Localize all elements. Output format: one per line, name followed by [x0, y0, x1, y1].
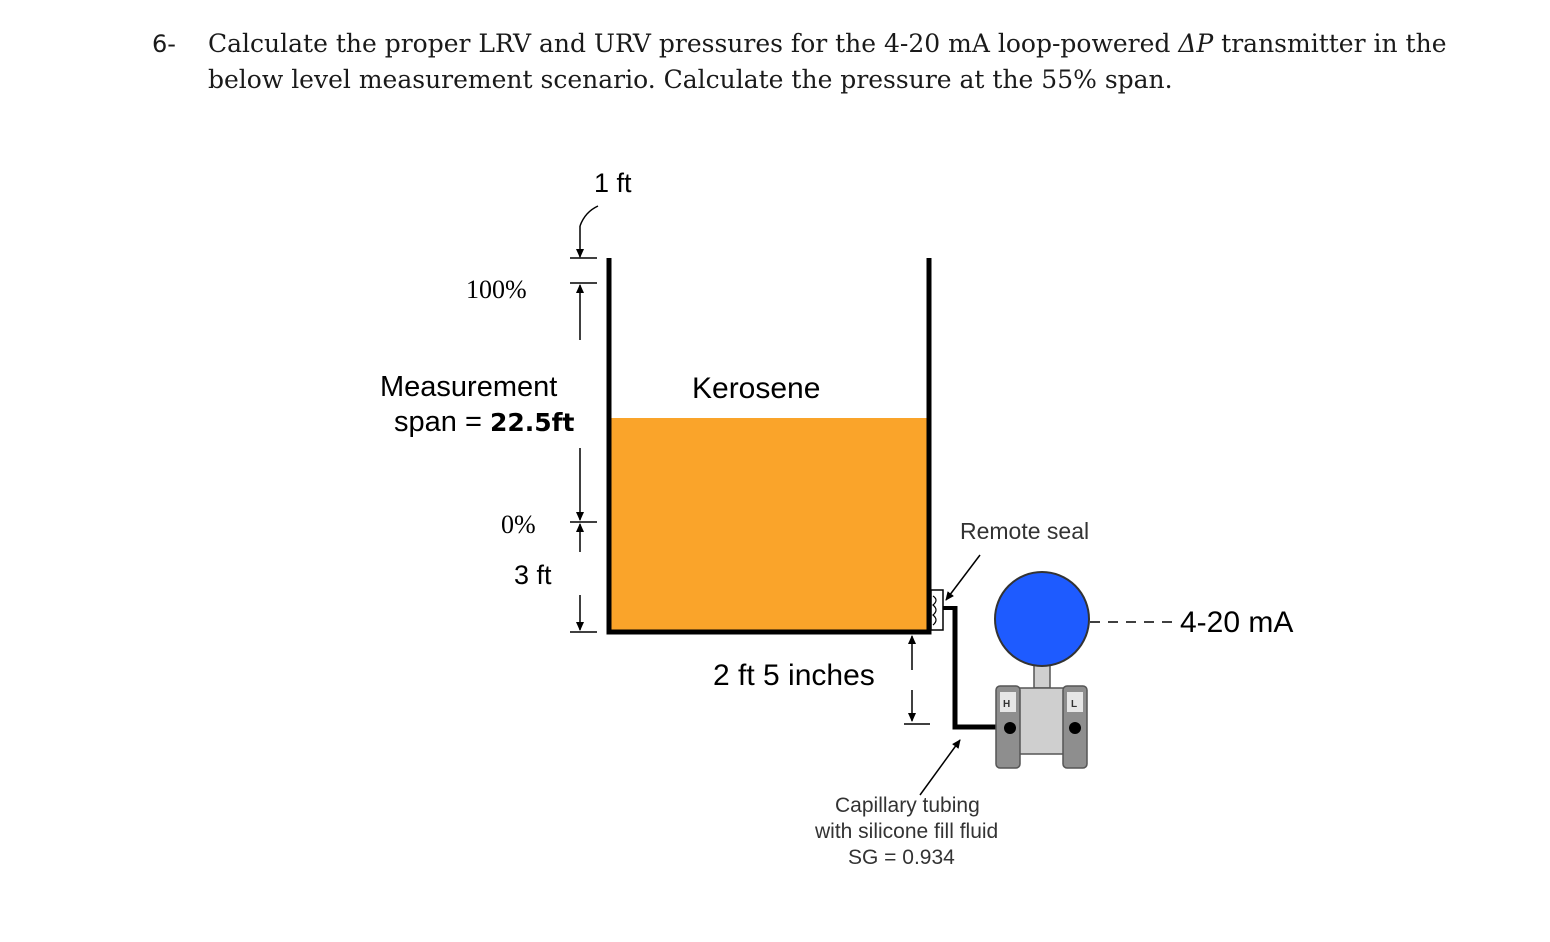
label-3ft: 3 ft	[514, 560, 552, 590]
tank-walls	[606, 258, 932, 635]
tap-dimension	[904, 635, 930, 725]
low-port-label: L	[1071, 699, 1077, 710]
question-line1-end: transmitter in the	[1213, 29, 1447, 58]
capillary-tubing	[952, 606, 1004, 730]
transmitter-head	[994, 571, 1090, 667]
low-port	[1069, 722, 1081, 734]
signal-label: 4-20 mA	[1180, 606, 1293, 639]
span-label-line1: Measurement	[380, 371, 557, 403]
capillary-label-line2: with silicone fill fluid	[814, 820, 998, 843]
transmitter-body	[1015, 687, 1067, 755]
high-port-label: H	[1003, 699, 1010, 710]
capillary-pointer	[919, 739, 961, 796]
span-label-prefix: span =	[394, 406, 490, 438]
vertical-dimension	[570, 205, 599, 633]
remote-seal-pointer	[945, 554, 981, 601]
kerosene-liquid	[611, 418, 928, 632]
question-number: 6-	[152, 30, 176, 58]
capillary-sg-label: SG = 0.934	[848, 846, 955, 869]
delta-p-symbol: ΔP	[1178, 29, 1214, 58]
kerosene-label: Kerosene	[692, 372, 820, 405]
span-label-line2: span = 22.5ft	[394, 406, 574, 438]
capillary-label-line1: Capillary tubing	[835, 794, 980, 817]
remote-seal-label: Remote seal	[960, 518, 1089, 544]
high-port	[1004, 722, 1016, 734]
dp-transmitter: H L	[994, 571, 1090, 769]
remote-seal	[930, 589, 956, 631]
question-text: Calculate the proper LRV and URV pressur…	[208, 26, 1498, 98]
label-0-percent: 0%	[501, 510, 536, 539]
transmitter-neck	[1033, 664, 1051, 689]
question-line2: below level measurement scenario. Calcul…	[208, 65, 1173, 94]
tap-offset-label: 2 ft 5 inches	[713, 659, 875, 692]
label-100-percent: 100%	[466, 275, 527, 304]
label-1ft: 1 ft	[594, 168, 632, 198]
span-value: 22.5ft	[490, 408, 575, 437]
question-line1: Calculate the proper LRV and URV pressur…	[208, 29, 1179, 58]
